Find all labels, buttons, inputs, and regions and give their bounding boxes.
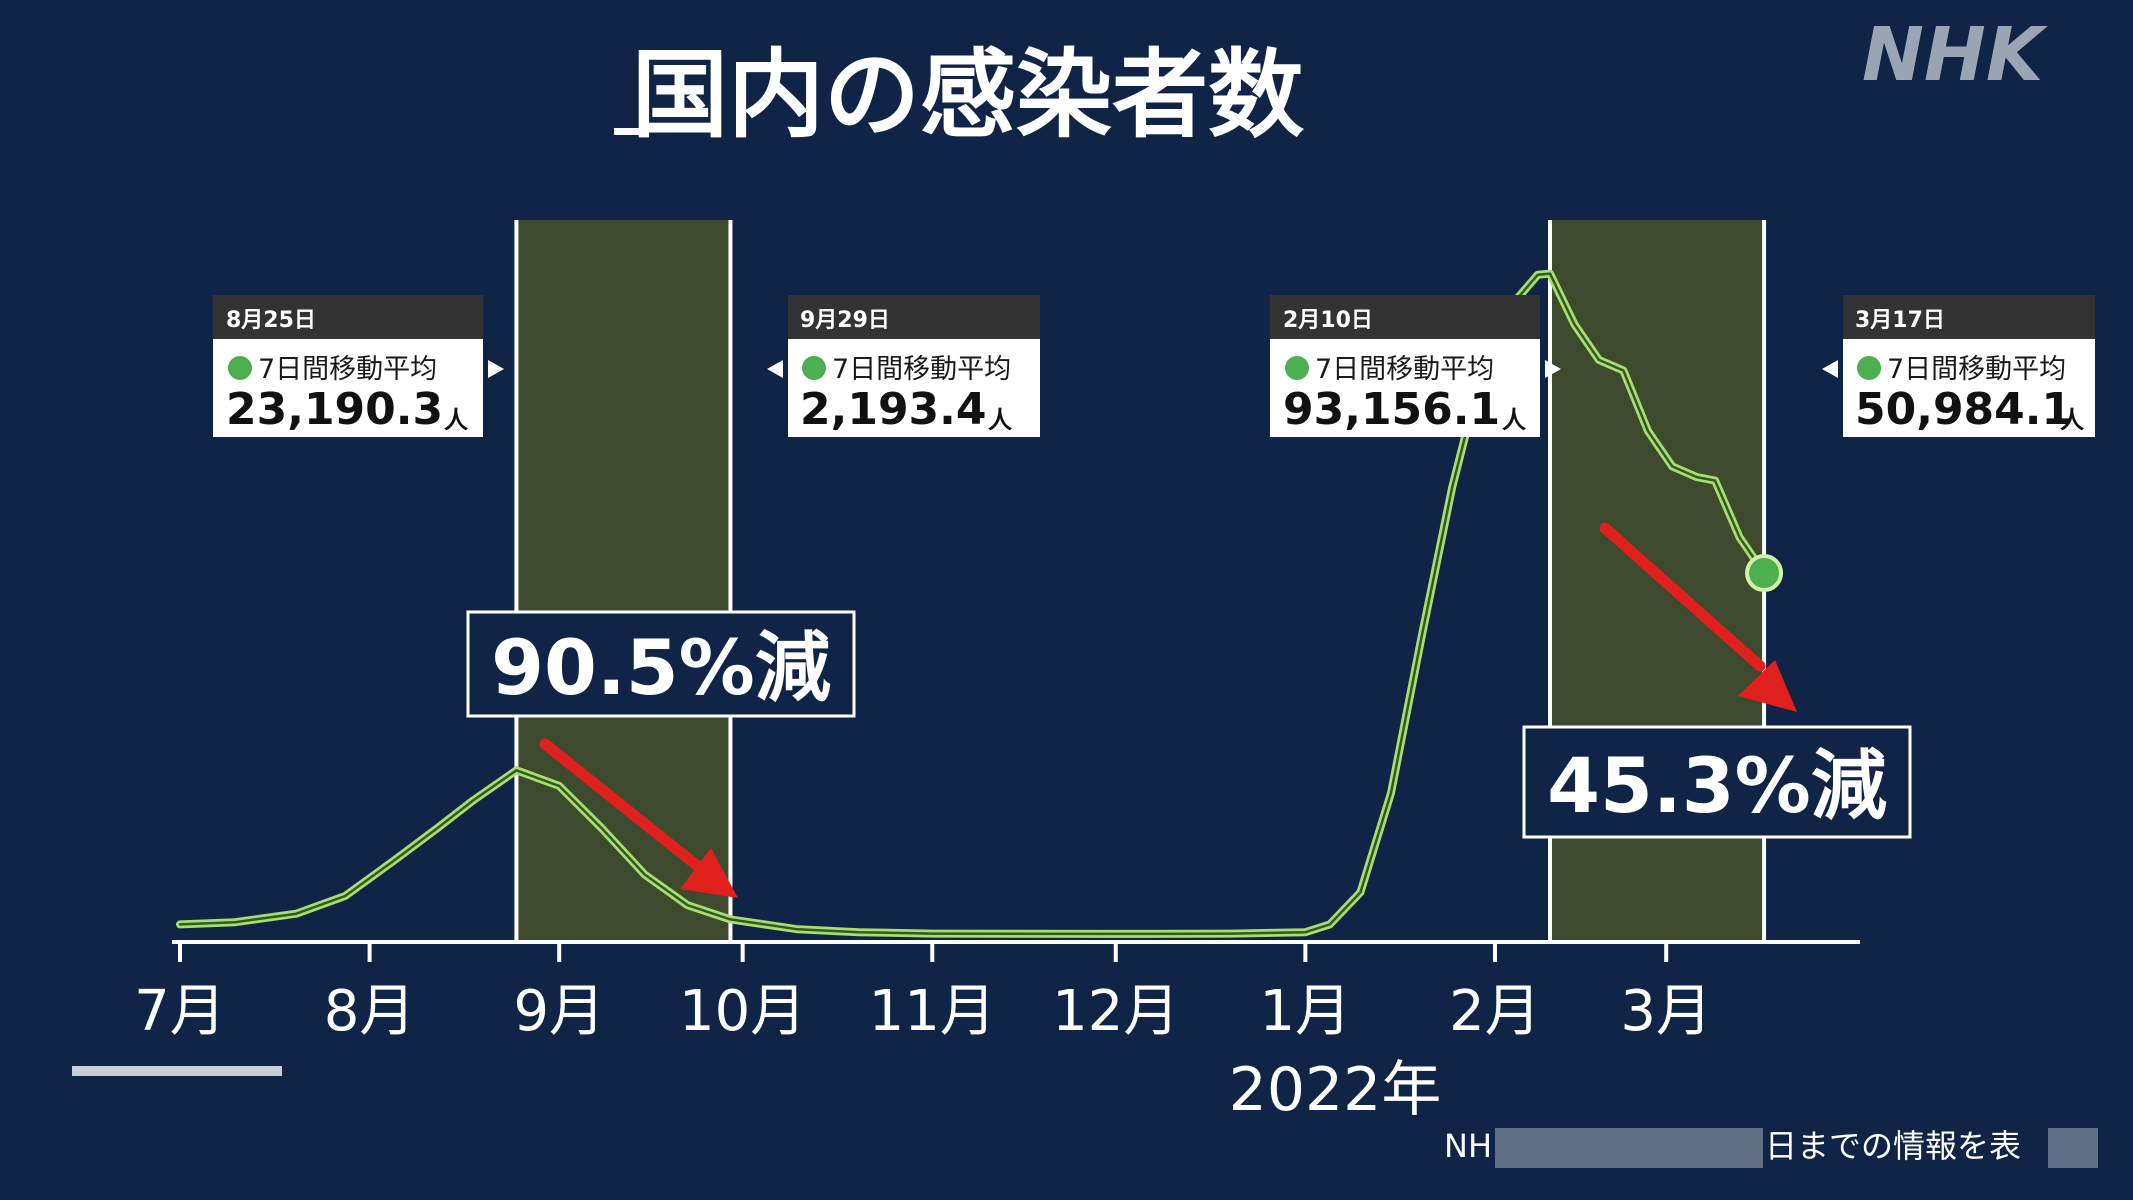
source-blur-right: [2048, 1128, 2098, 1168]
annotation-box-2: 45.3%減: [1522, 725, 1912, 839]
callout-1-label: 7日間移動平均: [258, 354, 437, 385]
decrease-arrow-1: [539, 738, 738, 898]
x-tick-label: 2月: [1449, 979, 1541, 1044]
callout-4-date: 3月17日: [1855, 308, 1945, 333]
callout-3-date: 2月10日: [1283, 308, 1373, 333]
callout-4-legend-dot: [1857, 356, 1881, 380]
callout-2-date: 9月29日: [800, 308, 890, 333]
highlight-band-1: [516, 220, 731, 942]
callout-3-label: 7日間移動平均: [1315, 354, 1494, 385]
title-cover-mark: [614, 128, 644, 135]
x-tick-label: 7月: [134, 979, 226, 1044]
callout-2-pointer: [767, 360, 783, 378]
annotation-text-2: 45.3%減: [1547, 741, 1887, 830]
callout-1-pointer: [488, 360, 504, 378]
callout-2-legend-dot: [802, 356, 826, 380]
callout-4-pointer: [1822, 360, 1838, 378]
callout-4-unit: 人: [2060, 406, 2084, 434]
x-tick-label: 10月: [679, 979, 806, 1044]
callout-3-unit: 人: [1502, 406, 1526, 434]
annotation-box-1: 90.5%減: [466, 610, 856, 718]
callout-1-unit: 人: [444, 406, 468, 434]
series-line: [178, 272, 1766, 936]
callout-2-unit: 人: [988, 406, 1012, 434]
callout-3-pointer: [1545, 360, 1561, 378]
source-blur: [1495, 1128, 1763, 1168]
annotation-text-1: 90.5%減: [491, 623, 831, 712]
callout-4: 3月17日 7日間移動平均 50,984.1 人: [1822, 295, 2095, 437]
source-text-right: 日までの情報を表: [1765, 1127, 2021, 1165]
callout-1-value: 23,190.3: [226, 384, 443, 435]
year-label: 2022年: [1229, 1055, 1442, 1125]
decrease-arrow-2: [1599, 522, 1797, 712]
callout-3-value: 93,156.1: [1283, 384, 1500, 435]
x-tick-label: 9月: [513, 979, 605, 1044]
chart-title: 国内の感染者数: [632, 39, 1304, 151]
callout-2: 9月29日 7日間移動平均 2,193.4 人: [767, 295, 1040, 437]
x-tick-label: 1月: [1260, 979, 1352, 1044]
x-tick-label: 3月: [1620, 979, 1712, 1044]
source-text-left: NH: [1444, 1127, 1492, 1165]
cut-off-year-label: [72, 1066, 282, 1076]
callout-1-date: 8月25日: [226, 308, 316, 333]
end-point-marker: [1745, 554, 1784, 593]
callout-2-label: 7日間移動平均: [832, 354, 1011, 385]
x-tick-label: 12月: [1052, 979, 1179, 1044]
nhk-logo: NHK: [1862, 12, 2048, 98]
x-tick-label: 8月: [324, 979, 416, 1044]
x-tick-label: 11月: [869, 979, 996, 1044]
callout-3-legend-dot: [1285, 356, 1309, 380]
source-footer: NH 日までの情報を表: [1444, 1127, 2098, 1168]
callout-3: 2月10日 7日間移動平均 93,156.1 人: [1270, 295, 1561, 437]
callout-2-value: 2,193.4: [800, 384, 987, 435]
callout-1: 8月25日 7日間移動平均 23,190.3 人: [213, 295, 504, 437]
callout-4-label: 7日間移動平均: [1887, 354, 2066, 385]
callout-4-value: 50,984.1: [1855, 384, 2072, 435]
callout-1-legend-dot: [228, 356, 252, 380]
x-axis-ticks: 7月 8月 9月 10月 11月 12月 1月 2月 3月: [134, 942, 1712, 1044]
series-layer: [176, 269, 1784, 938]
